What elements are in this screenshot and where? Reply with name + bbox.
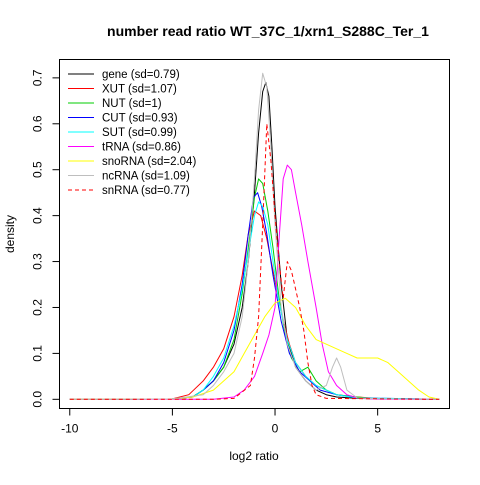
legend: gene (sd=0.79) XUT (sd=1.07) NUT (sd=1) CUT… [68, 69, 196, 197]
y-tick-label: 0.3 [31, 253, 45, 270]
legend-entry-label: NUT (sd=1) [102, 98, 162, 110]
series-line-4 [69, 201, 440, 400]
x-tick-label: -10 [61, 422, 79, 436]
y-tick-label: 0.6 [31, 115, 45, 132]
x-axis: -10 -5 0 5 [61, 408, 381, 436]
y-tick-label: 0.7 [31, 69, 45, 86]
series-line-6 [69, 297, 440, 400]
series-line-3 [69, 192, 440, 400]
y-axis: 0.0 0.1 0.2 0.3 0.4 0.5 0.6 0.7 [31, 69, 60, 408]
legend-entry-label: CUT (sd=0.93) [102, 113, 178, 125]
chart-title: number read ratio WT_37C_1/xrn1_S288C_Te… [107, 23, 429, 39]
y-tick-label: 0.0 [31, 391, 45, 408]
legend-entry-label: SUT (sd=0.99) [102, 127, 177, 139]
y-tick-label: 0.5 [31, 161, 45, 178]
series-line-8 [69, 123, 440, 400]
legend-entry-label: tRNA (sd=0.86) [102, 142, 181, 154]
legend-entry-label: gene (sd=0.79) [102, 69, 180, 81]
legend-entry-label: snRNA (sd=0.77) [102, 185, 190, 197]
x-tick-label: -5 [167, 422, 178, 436]
x-tick-label: 0 [272, 422, 279, 436]
y-tick-label: 0.1 [31, 345, 45, 362]
x-tick-label: 5 [374, 422, 381, 436]
legend-entry-label: snoRNA (sd=2.04) [102, 156, 196, 168]
series-line-1 [69, 210, 440, 400]
x-axis-label: log2 ratio [229, 449, 279, 463]
legend-entry-label: XUT (sd=1.07) [102, 84, 177, 96]
series-line-7 [69, 72, 440, 400]
y-tick-label: 0.2 [31, 299, 45, 316]
legend-entry-label: ncRNA (sd=1.09) [102, 171, 190, 183]
y-axis-label: density [3, 215, 17, 253]
y-tick-label: 0.4 [31, 207, 45, 224]
series-layer [69, 72, 440, 400]
